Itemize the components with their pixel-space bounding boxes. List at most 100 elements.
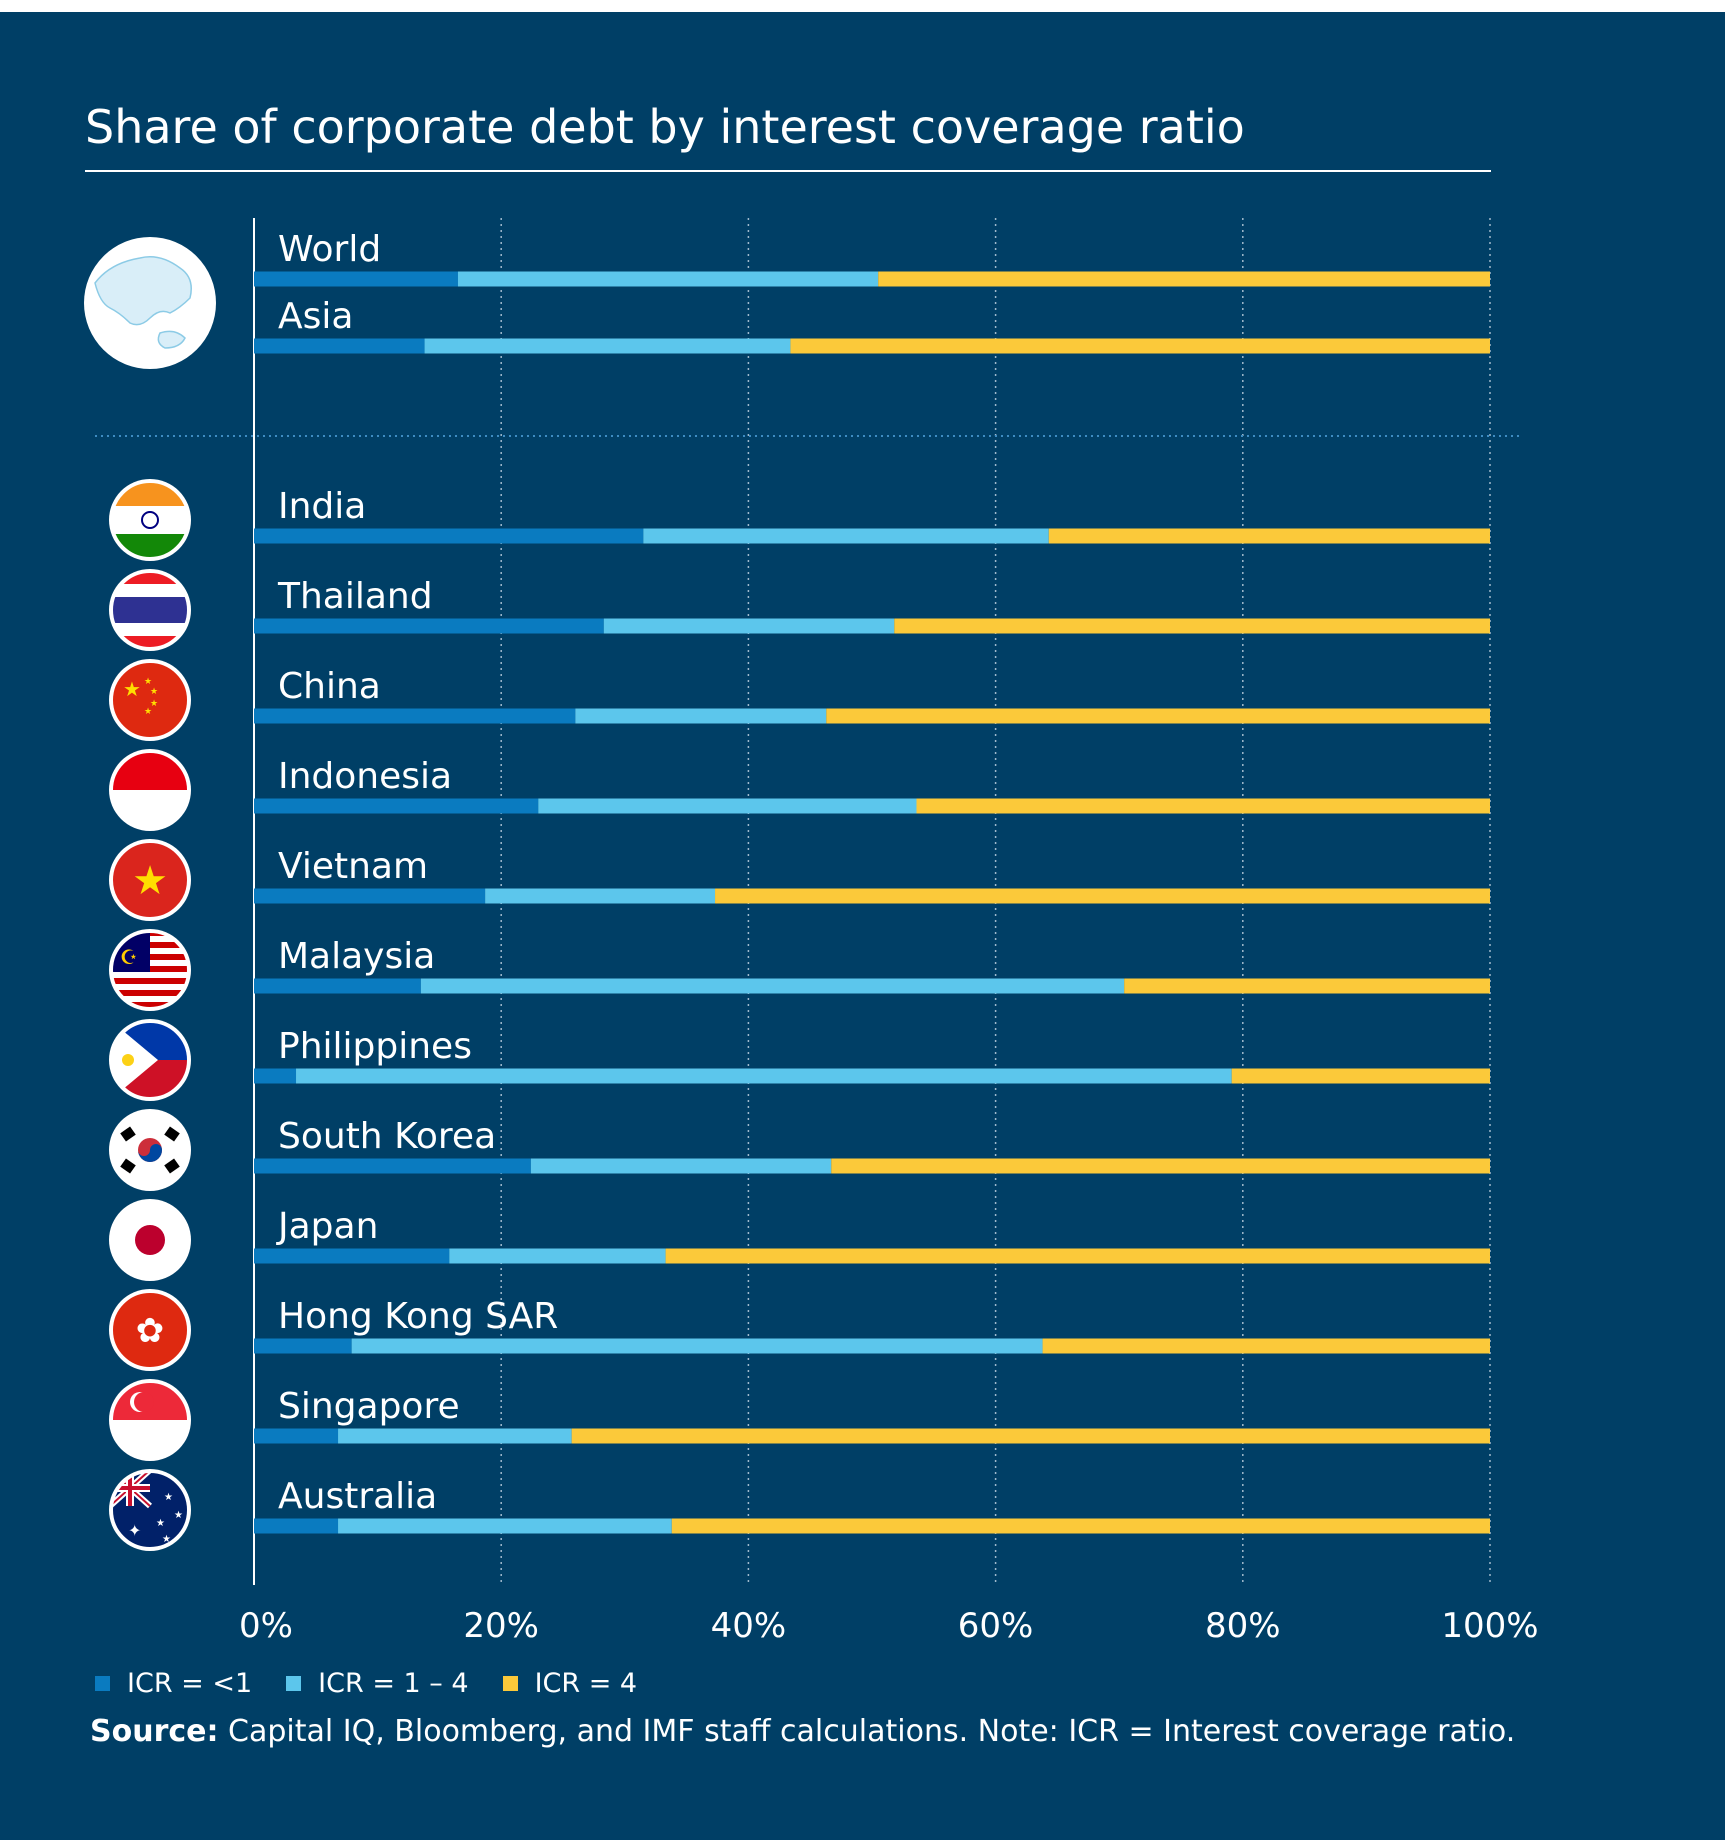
bar-south-korea-icr-1-4 bbox=[530, 1158, 832, 1174]
svg-text:★: ★ bbox=[144, 707, 152, 717]
chart-title: Share of corporate debt by interest cove… bbox=[85, 100, 1245, 154]
source-label: Source: bbox=[90, 1714, 219, 1749]
x-tick-label-60: 60% bbox=[958, 1606, 1034, 1646]
source-note: Source: Capital IQ, Bloomberg, and IMF s… bbox=[90, 1714, 1515, 1749]
flag-vietnam-icon: ★ bbox=[109, 839, 191, 921]
category-label-indonesia: Indonesia bbox=[278, 756, 452, 797]
bar-south-korea-icr-4 bbox=[831, 1158, 1490, 1174]
bar-vietnam-icr-1-4 bbox=[485, 888, 716, 904]
bar-malaysia-icr-4 bbox=[1124, 978, 1490, 994]
bar-philippines-icr-1 bbox=[254, 1068, 297, 1084]
bar-india-icr-4 bbox=[1048, 528, 1490, 544]
bar-japan-icr-1-4 bbox=[449, 1248, 666, 1264]
flag-indonesia-icon bbox=[109, 749, 191, 831]
category-label-philippines: Philippines bbox=[278, 1026, 472, 1067]
bars bbox=[254, 271, 1490, 1534]
bar-singapore-icr-4 bbox=[571, 1428, 1490, 1444]
bar-asia-icr-1 bbox=[254, 338, 425, 354]
bar-philippines-icr-1-4 bbox=[296, 1068, 1232, 1084]
svg-text:★: ★ bbox=[162, 1534, 171, 1545]
category-label-australia: Australia bbox=[278, 1476, 437, 1517]
flag-india-icon bbox=[109, 479, 191, 561]
svg-text:☪: ☪ bbox=[120, 945, 138, 969]
legend-item-icr-lt1: ICR = <1 bbox=[95, 1668, 252, 1699]
globe-icon bbox=[84, 237, 216, 369]
svg-text:★: ★ bbox=[132, 858, 168, 904]
bar-australia-icr-1 bbox=[254, 1518, 339, 1534]
bar-japan-icr-4 bbox=[665, 1248, 1490, 1264]
bar-hong-kong-sar-icr-4 bbox=[1042, 1338, 1490, 1354]
flag-icons: ★ ★★★★★☪✿✦★★★★ bbox=[84, 237, 216, 1551]
bar-vietnam-icr-4 bbox=[715, 888, 1490, 904]
bar-australia-icr-4 bbox=[671, 1518, 1490, 1534]
x-tick-label-80: 80% bbox=[1205, 1606, 1281, 1646]
svg-text:✿: ✿ bbox=[136, 1311, 165, 1351]
flag-philippines-icon bbox=[109, 1019, 191, 1101]
x-tick-label-0: 0% bbox=[239, 1606, 293, 1646]
flag-malaysia-icon: ☪ bbox=[109, 929, 191, 1011]
bar-indonesia-icr-1 bbox=[254, 798, 539, 814]
flag-hong-kong-icon: ✿ bbox=[109, 1289, 191, 1371]
category-label-india: India bbox=[278, 486, 366, 527]
bar-japan-icr-1 bbox=[254, 1248, 450, 1264]
bar-singapore-icr-1 bbox=[254, 1428, 339, 1444]
bar-china-icr-1-4 bbox=[575, 708, 827, 724]
chart-panel bbox=[0, 12, 1725, 1840]
svg-text:★: ★ bbox=[123, 677, 141, 701]
bar-south-korea-icr-1 bbox=[254, 1158, 531, 1174]
category-label-south-korea: South Korea bbox=[278, 1116, 496, 1157]
bar-malaysia-icr-1-4 bbox=[420, 978, 1125, 994]
svg-text:★: ★ bbox=[150, 699, 158, 709]
flag-south-korea-icon bbox=[109, 1109, 191, 1191]
legend-item-icr-4: ICR = 4 bbox=[502, 1668, 638, 1699]
bar-china-icr-4 bbox=[826, 708, 1490, 724]
legend-swatch-icr-4 bbox=[502, 1676, 518, 1691]
legend-label-icr-4: ICR = 4 bbox=[534, 1668, 638, 1699]
flag-china-icon: ★ ★★★★ bbox=[109, 659, 191, 741]
bar-asia-icr-1-4 bbox=[424, 338, 791, 354]
bar-singapore-icr-1-4 bbox=[338, 1428, 572, 1444]
bar-hong-kong-sar-icr-1-4 bbox=[351, 1338, 1043, 1354]
category-label-asia: Asia bbox=[278, 296, 353, 337]
bar-world-icr-4 bbox=[878, 271, 1490, 287]
bar-malaysia-icr-1 bbox=[254, 978, 421, 994]
legend: ICR = <1 ICR = 1 – 4 ICR = 4 bbox=[95, 1668, 671, 1699]
legend-item-icr-1-4: ICR = 1 – 4 bbox=[286, 1668, 469, 1699]
x-tick-label-20: 20% bbox=[463, 1606, 539, 1646]
bar-india-icr-1 bbox=[254, 528, 644, 544]
category-label-malaysia: Malaysia bbox=[278, 936, 435, 977]
category-label-world: World bbox=[278, 229, 381, 270]
flag-japan-icon bbox=[109, 1199, 191, 1281]
category-labels: World Asia India Thailand China Indonesia Viet… bbox=[276, 229, 558, 1517]
flag-singapore-icon bbox=[109, 1379, 191, 1461]
bar-china-icr-1 bbox=[254, 708, 576, 724]
title-divider bbox=[85, 170, 1491, 172]
bar-australia-icr-1-4 bbox=[338, 1518, 672, 1534]
svg-text:★: ★ bbox=[174, 1510, 183, 1521]
flag-thailand-icon bbox=[109, 569, 191, 651]
legend-label-icr-1-4: ICR = 1 – 4 bbox=[318, 1668, 469, 1699]
bar-thailand-icr-4 bbox=[894, 618, 1490, 634]
bar-world-icr-1-4 bbox=[457, 271, 879, 287]
svg-text:✦: ✦ bbox=[128, 1521, 141, 1540]
category-label-china: China bbox=[278, 666, 381, 707]
legend-label-icr-lt1: ICR = <1 bbox=[127, 1668, 253, 1699]
bar-india-icr-1-4 bbox=[643, 528, 1049, 544]
category-label-singapore: Singapore bbox=[278, 1386, 460, 1427]
x-tick-label-40: 40% bbox=[711, 1606, 787, 1646]
legend-swatch-icr-1-4 bbox=[286, 1676, 302, 1691]
bar-indonesia-icr-4 bbox=[916, 798, 1490, 814]
bar-asia-icr-4 bbox=[790, 338, 1490, 354]
bar-vietnam-icr-1 bbox=[254, 888, 486, 904]
flag-australia-icon: ✦★★★★ bbox=[109, 1469, 191, 1551]
bar-indonesia-icr-1-4 bbox=[538, 798, 917, 814]
bar-thailand-icr-1-4 bbox=[603, 618, 895, 634]
category-label-vietnam: Vietnam bbox=[278, 846, 428, 887]
bar-thailand-icr-1 bbox=[254, 618, 604, 634]
source-text: Capital IQ, Bloomberg, and IMF staff cal… bbox=[218, 1714, 1516, 1749]
svg-text:★: ★ bbox=[156, 1518, 165, 1529]
x-axis-ticks: 0% 20% 40% 60% 80% 100% bbox=[239, 1606, 1539, 1646]
category-label-hong-kong-sar: Hong Kong SAR bbox=[278, 1296, 558, 1337]
